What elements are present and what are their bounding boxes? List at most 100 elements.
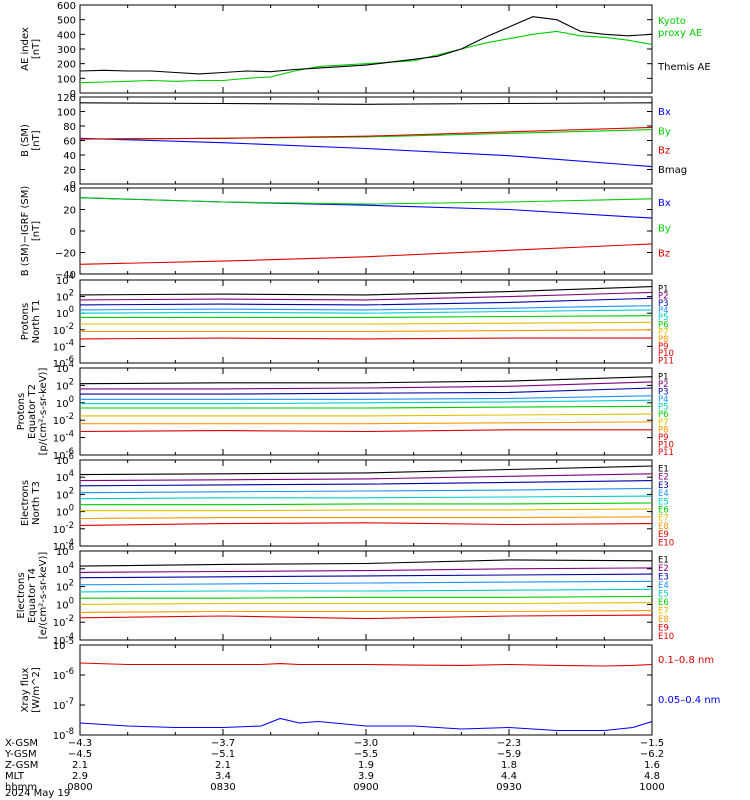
cell-value: 3.9	[358, 771, 374, 782]
legend-item: E10	[658, 538, 674, 548]
y-tick-label: 102	[56, 289, 74, 304]
legend-item: E4	[658, 581, 669, 591]
y-tick-label: 10-2	[53, 412, 74, 427]
legend-item: P5	[658, 403, 669, 413]
legend-item: P5	[658, 313, 669, 323]
series-line	[80, 421, 653, 425]
series-line	[79, 567, 653, 573]
legend-item: E5	[658, 590, 669, 600]
legend-panel-2: Bx By Bz Bmag	[658, 107, 687, 176]
series-line	[80, 508, 653, 512]
y-tick-label: 102	[56, 486, 74, 501]
legend-item: E10	[658, 632, 674, 642]
legend-item: P10	[658, 349, 674, 359]
legend-themis: Themis AE	[657, 62, 711, 73]
legend-item: P1	[658, 373, 669, 383]
legend-item: P9	[658, 433, 669, 443]
legend-item: E3	[658, 481, 669, 491]
series-line	[79, 286, 653, 296]
legend-item: E9	[658, 530, 669, 540]
row-label: hhmm	[5, 782, 37, 793]
legend-item: Bz	[658, 146, 670, 157]
y-tick-label: 40	[63, 151, 76, 162]
series-line	[79, 126, 653, 140]
y-axis-label: [nT]	[31, 130, 42, 150]
legend-item: P9	[658, 342, 669, 352]
cell-value: −4.3	[68, 738, 92, 749]
series-line	[79, 137, 653, 168]
y-axis-label: AE index	[20, 27, 31, 71]
cell-value: −1.5	[640, 738, 664, 749]
cell-value: 0930	[496, 782, 521, 793]
y-axis-label: North T3	[31, 481, 42, 525]
series-line	[80, 387, 653, 395]
legend-item: Bz	[658, 249, 670, 260]
series-line	[79, 522, 653, 526]
y-axis-label: Xray flux	[20, 668, 31, 713]
legend-item: By	[658, 223, 671, 234]
series-line	[80, 595, 653, 599]
legend-item: 0.1–0.8 nm	[658, 655, 714, 666]
series-line	[79, 717, 653, 732]
y-tick-label: 10-2	[53, 614, 74, 629]
y-tick-label: 600	[57, 1, 76, 12]
cell-value: −4.5	[68, 749, 92, 760]
series-line	[79, 614, 653, 620]
legend-item: By	[658, 126, 671, 137]
series-line	[80, 381, 653, 390]
y-axis-label: Electrons	[20, 480, 31, 526]
y-axis-label: B (SM)−IGRF (SM)	[20, 186, 31, 277]
legend-item: Bx	[658, 107, 671, 118]
y-axis-label: B (SM)	[20, 124, 31, 157]
legend-item: E2	[658, 473, 669, 483]
y-tick-label: 10-4	[53, 338, 74, 353]
y-tick-label: 10-2	[53, 521, 74, 536]
y-tick-label: 102	[56, 579, 74, 594]
y-tick-label: 104	[56, 561, 74, 576]
cell-value: 2.9	[72, 771, 88, 782]
panel-frame	[79, 644, 653, 736]
row-label: X-GSM	[5, 738, 38, 749]
legend-item: E1	[658, 556, 669, 566]
legend-kyoto: proxy AE	[658, 28, 702, 39]
y-tick-label: 100	[56, 305, 74, 320]
y-tick-label: 120	[57, 93, 76, 104]
cell-value: 2.1	[72, 760, 88, 771]
legend-item: P2	[658, 380, 669, 390]
series-line	[79, 480, 653, 487]
y-tick-label: 0	[70, 180, 76, 191]
y-tick-label: 10-4	[53, 430, 74, 445]
series-line	[79, 376, 653, 385]
date-label: 2024 May 19	[5, 788, 70, 799]
cell-value: 4.4	[501, 771, 517, 782]
y-tick-label: 20	[63, 206, 76, 217]
cell-value: 2.1	[215, 760, 231, 771]
legend-item: E8	[658, 522, 669, 532]
y-axis-label: [e/(cm²-s-sr-keV)]	[38, 552, 49, 640]
legend-item: P6	[658, 410, 669, 420]
series-line	[79, 516, 653, 520]
y-tick-label: 20	[63, 166, 76, 177]
legend-item: E1	[658, 465, 669, 475]
y-tick-label: 40	[63, 184, 76, 195]
legend-item: Bmag	[658, 165, 687, 176]
cell-value: 3.4	[215, 771, 231, 782]
legend-item: P7	[658, 328, 669, 338]
series-line	[79, 662, 653, 667]
legend-item: P3	[658, 299, 669, 309]
legend-item: P7	[658, 418, 669, 428]
y-axis-label: Equator T2	[27, 384, 38, 439]
panel-2: 0 20 40 60 80 100 120 B (SM) [nT]	[20, 93, 653, 191]
y-axis-label: [p/(cm²-s-sr-keV)]	[38, 368, 49, 456]
legend-item: 0.05–0.4 nm	[658, 695, 720, 706]
legend-item: P11	[658, 448, 674, 458]
legend-item: P3	[658, 388, 669, 398]
legend-item: P8	[658, 335, 669, 345]
y-tick-label: 400	[57, 30, 76, 41]
legend-panel-8: 0.1–0.8 nm 0.05–0.4 nm	[658, 655, 720, 706]
